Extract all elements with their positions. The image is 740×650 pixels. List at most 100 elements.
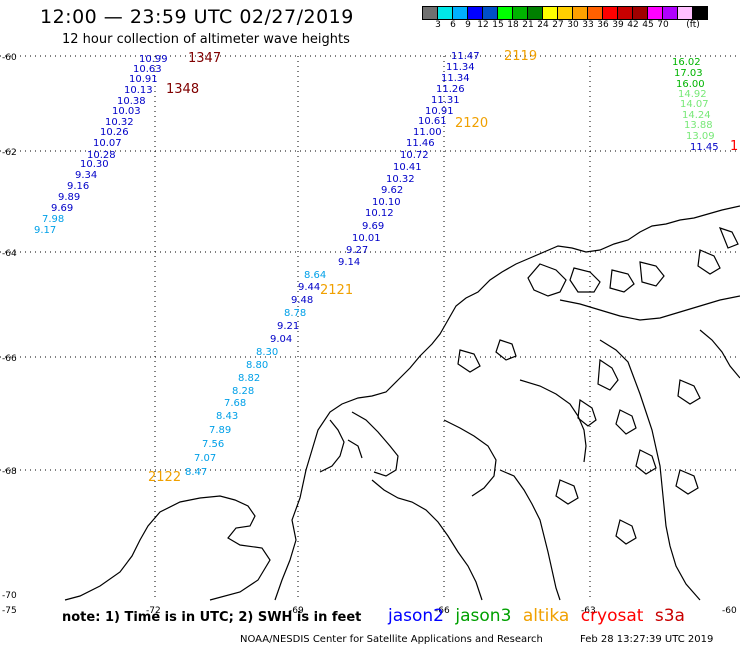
lat-label: -62 — [2, 148, 17, 158]
swh-value-label: 11.34 — [441, 73, 470, 84]
legend-jason3: jason3 — [455, 606, 512, 626]
lon-label: -63 — [581, 606, 596, 616]
pass-time-label: 1 — [730, 139, 738, 154]
color-scale-label: 39 — [612, 20, 624, 30]
lon-label: -66 — [435, 606, 450, 616]
longitude-labels: -75 -72 -69 -66 -63 -60 — [2, 606, 737, 616]
swh-value-label: 9.04 — [270, 334, 292, 345]
swh-value-label: 11.31 — [431, 95, 460, 106]
color-scale-label: 21 — [522, 20, 534, 30]
swh-value-label: 13.88 — [684, 120, 713, 131]
color-scale-label: 36 — [597, 20, 609, 30]
swh-value-label: 8.43 — [216, 411, 238, 422]
lon-label: -75 — [2, 606, 17, 616]
credit-timestamp: Feb 28 13:27:39 UTC 2019 — [580, 634, 714, 645]
swh-value-label: 10.07 — [93, 138, 122, 149]
page-title: 12:00 — 23:59 UTC 02/27/2019 — [40, 6, 354, 28]
footnote: note: 1) Time is in UTC; 2) SWH is in fe… — [62, 610, 362, 625]
swh-value-label: 10.32 — [386, 174, 415, 185]
color-scale-swatch — [452, 6, 468, 20]
swh-value-label: 11.26 — [436, 84, 465, 95]
swh-value-label: 7.89 — [209, 425, 231, 436]
coastline — [64, 205, 740, 601]
color-scale-label: 70 — [657, 20, 669, 30]
lat-label: -68 — [2, 467, 17, 477]
lon-label: -69 — [289, 606, 304, 616]
pass-time-label: 1348 — [166, 82, 199, 97]
color-scale-swatch — [482, 6, 498, 20]
color-scale-labels: 3 6 9 12 15 18 21 24 27 30 33 36 39 42 45 70 (ft) — [422, 20, 740, 34]
swh-value-label: 9.21 — [277, 321, 299, 332]
color-scale-label: 6 — [450, 20, 456, 30]
swh-value-label: 10.10 — [372, 197, 401, 208]
swh-value-label: 8.30 — [256, 347, 278, 358]
satellite-legend: jason2 jason3 altika cryosat s3a — [388, 606, 691, 626]
swh-value-label: 9.62 — [381, 185, 403, 196]
color-scale-label: (ft) — [686, 20, 700, 30]
color-scale-swatch — [587, 6, 603, 20]
swh-value-label: 7.07 — [194, 453, 216, 464]
color-scale-label: 45 — [642, 20, 654, 30]
color-scale-label: 30 — [567, 20, 579, 30]
swh-value-label: 8.47 — [185, 467, 207, 478]
color-scale-swatch — [632, 6, 648, 20]
swh-value-label: 11.45 — [690, 142, 719, 153]
color-scale-swatch — [617, 6, 633, 20]
swh-value-label: 11.00 — [413, 127, 442, 138]
lat-label: -64 — [2, 249, 17, 259]
swh-value-label: 14.24 — [682, 110, 711, 121]
swh-value-label: 9.27 — [346, 245, 368, 256]
lon-label: -60 — [722, 606, 737, 616]
legend-jason2: jason2 — [388, 606, 444, 626]
swh-value-label: 8.80 — [246, 360, 268, 371]
color-scale-label: 18 — [507, 20, 519, 30]
color-scale-swatch — [557, 6, 573, 20]
swh-value-label: 9.17 — [34, 225, 56, 236]
color-scale-swatch — [437, 6, 453, 20]
swh-value-label: 7.98 — [42, 214, 64, 225]
color-scale-swatch — [422, 6, 438, 20]
swh-value-label: 9.14 — [338, 257, 360, 268]
pass-time-label: 2122 — [148, 470, 181, 485]
color-scale-label: 3 — [435, 20, 441, 30]
color-scale-label: 42 — [627, 20, 639, 30]
pass-time-label: 2121 — [320, 283, 353, 298]
color-scale-swatch — [647, 6, 663, 20]
color-scale-swatch — [542, 6, 558, 20]
swh-value-label: 10.99 — [139, 54, 168, 65]
swh-value-label: 10.32 — [105, 117, 134, 128]
swh-value-label: 17.03 — [674, 68, 703, 79]
swh-value-label: 10.61 — [418, 116, 447, 127]
swh-value-label: 16.00 — [676, 79, 705, 90]
swh-value-label: 10.12 — [365, 208, 394, 219]
wave-height-labels: 10.9910.6310.9110.1310.3810.0310.3210.26… — [34, 49, 738, 485]
swh-value-label: 9.69 — [362, 221, 384, 232]
lat-lon-grid — [0, 55, 740, 600]
color-scale-swatch — [527, 6, 543, 20]
swh-value-label: 9.34 — [75, 170, 97, 181]
swh-value-label: 8.82 — [238, 373, 260, 384]
swh-value-label: 9.89 — [58, 192, 80, 203]
swh-value-label: 10.03 — [112, 106, 141, 117]
swh-value-label: 11.34 — [446, 62, 475, 73]
swh-value-label: 10.91 — [129, 74, 158, 85]
swh-value-label: 10.63 — [133, 64, 162, 75]
color-scale-label: 33 — [582, 20, 594, 30]
swh-value-label: 10.41 — [393, 162, 422, 173]
lat-label: -60 — [2, 53, 17, 63]
color-scale-bar — [422, 6, 708, 20]
color-scale-swatch — [497, 6, 513, 20]
swh-value-label: 13.09 — [686, 131, 715, 142]
swh-value-label: 11.46 — [406, 138, 435, 149]
color-scale-label: 15 — [492, 20, 504, 30]
lat-label: -70 — [2, 591, 17, 601]
swh-value-label: 9.44 — [298, 282, 320, 293]
swh-value-label: 9.48 — [291, 295, 313, 306]
swh-value-label: 10.26 — [100, 127, 129, 138]
color-scale-swatch — [512, 6, 528, 20]
color-scale-label: 12 — [477, 20, 489, 30]
swh-value-label: 7.68 — [224, 398, 246, 409]
legend-s3a: s3a — [654, 606, 685, 626]
swh-value-label: 14.07 — [680, 99, 709, 110]
